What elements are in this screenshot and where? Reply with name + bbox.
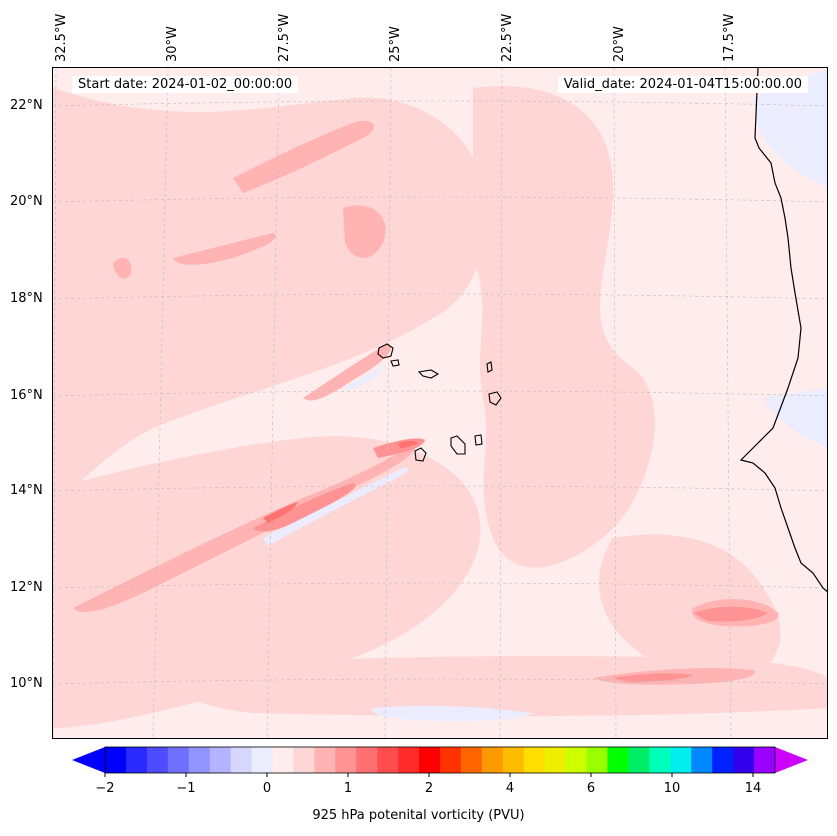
colorbar-cell	[523, 747, 546, 773]
colorbar-tick: 4	[505, 781, 515, 796]
colorbar-cell	[209, 747, 232, 773]
colorbar-cell	[440, 747, 462, 773]
colorbar-tick: −2	[95, 781, 115, 796]
colorbar-cell	[314, 747, 336, 773]
lat-label-10n: 10°N	[10, 676, 43, 691]
colorbar-cell	[460, 747, 483, 773]
colorbar-tick: 0	[262, 781, 272, 796]
colorbar-cell	[733, 747, 755, 773]
colorbar-cell	[335, 747, 357, 773]
colorbar-cell	[754, 747, 776, 773]
colorbar-tick: 10	[663, 781, 681, 796]
colorbar-cell	[398, 747, 420, 773]
colorbar-cell	[293, 747, 315, 773]
colorbar-cell	[125, 747, 148, 773]
colorbar-tick: 6	[586, 781, 596, 796]
cape-verde-islands	[377, 343, 502, 462]
lat-label-12n: 12°N	[10, 580, 43, 595]
colorbar-cell	[628, 747, 650, 773]
colorbar-cell	[146, 747, 169, 773]
map-panel[interactable]	[52, 67, 828, 739]
colorbar-tick: 14	[744, 781, 762, 796]
lon-label-20w: 20°W	[612, 26, 627, 62]
lat-label-16n: 16°N	[10, 388, 43, 403]
colorbar-cell	[251, 747, 273, 773]
pv-band-peak	[263, 440, 418, 523]
colorbar-tick: 2	[424, 781, 434, 796]
lon-label-22-5w: 22.5°W	[500, 13, 515, 62]
colorbar-label: 925 hPa potenital vorticity (PVU)	[312, 808, 525, 823]
colorbar-cell	[649, 747, 671, 773]
colorbar-tick: 1	[343, 781, 353, 796]
colorbar-cell	[188, 747, 211, 773]
colorbar-cell	[356, 747, 378, 773]
pv-band-high	[253, 438, 768, 682]
lon-label-25w: 25°W	[388, 26, 403, 62]
colorbar-cell	[377, 747, 399, 773]
start-date-label: Start date: 2024-01-02_00:00:00	[72, 76, 299, 93]
pv-band-low	[53, 86, 827, 728]
colorbar-cell	[565, 747, 588, 773]
lat-label-14n: 14°N	[10, 483, 43, 498]
colorbar-cell	[419, 747, 441, 773]
colorbar-cell	[544, 747, 567, 773]
colorbar-cell	[230, 747, 253, 773]
pv-band-mid	[73, 120, 779, 685]
lon-label-27-5w: 27.5°W	[277, 13, 292, 62]
valid-date-label: Valid_date: 2024-01-04T15:00:00.00	[557, 76, 808, 93]
colorbar-cell	[272, 747, 294, 773]
colorbar-cell	[105, 747, 127, 773]
colorbar-cell	[670, 747, 692, 773]
colorbar-cell	[502, 747, 525, 773]
colorbar-cell	[586, 747, 608, 773]
colorbar-extend-high	[775, 747, 808, 773]
graticule	[53, 68, 827, 738]
lat-label-20n: 20°N	[10, 194, 43, 209]
colorbar-cell	[167, 747, 190, 773]
colorbar-cell	[712, 747, 734, 773]
pv-band-negative	[263, 68, 827, 722]
lat-label-18n: 18°N	[10, 291, 43, 306]
africa-coastline	[739, 68, 827, 593]
colorbar-cell	[691, 747, 713, 773]
colorbar-extend-low	[72, 747, 105, 773]
colorbar-outline	[104, 746, 776, 774]
lon-label-17-5w: 17.5°W	[722, 13, 737, 62]
pv-field	[53, 68, 827, 738]
colorbar-cell	[607, 747, 629, 773]
lat-label-22n: 22°N	[10, 98, 43, 113]
lon-label-32-5w: 32.5°W	[54, 13, 69, 62]
colorbar-tick: −1	[176, 781, 196, 796]
lon-label-30w: 30°W	[165, 26, 180, 62]
colorbar-cell	[481, 747, 504, 773]
